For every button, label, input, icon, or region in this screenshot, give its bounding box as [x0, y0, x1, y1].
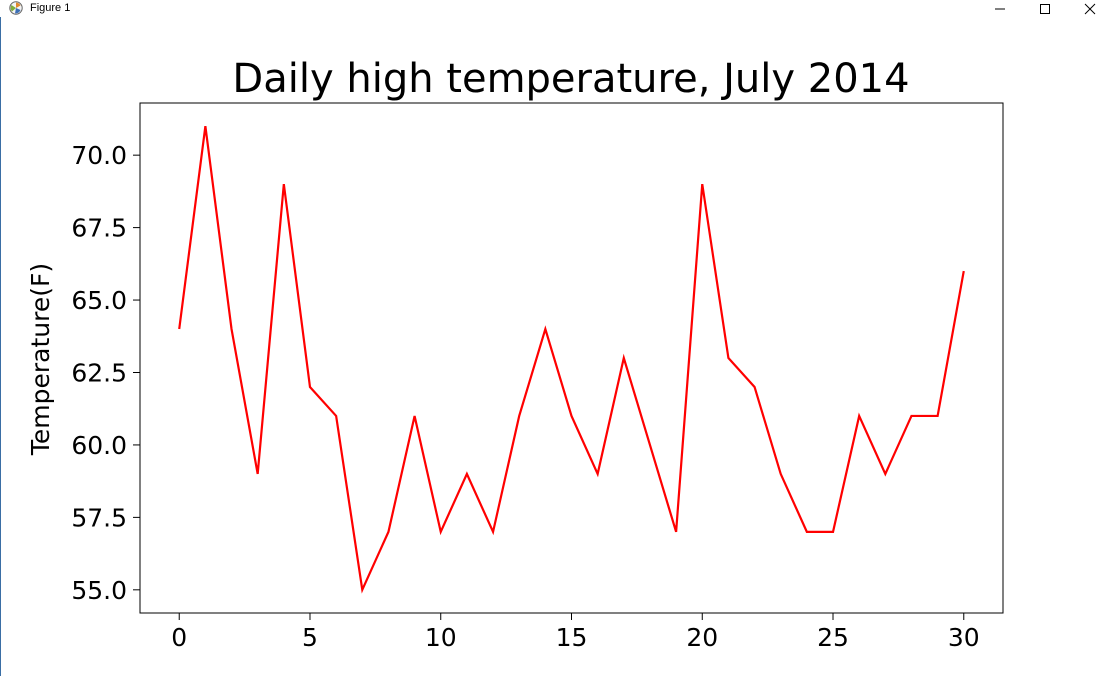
- series-line-0: [178, 126, 965, 594]
- close-button[interactable]: [1070, 0, 1101, 17]
- x-tick-label: 5: [302, 623, 318, 652]
- matplotlib-icon: [9, 1, 23, 15]
- x-tick-label: 30: [948, 623, 980, 652]
- y-tick-label: 65.0: [71, 286, 127, 315]
- window-title: Figure 1: [30, 2, 71, 14]
- x-tick-label: 25: [817, 623, 849, 652]
- x-tick-label: 20: [686, 623, 718, 652]
- y-tick-label: 60.0: [71, 431, 127, 460]
- close-icon: [1084, 3, 1096, 14]
- plot-area: 0 5 10 15 20 25 30 55.0 57.5 60.0 62.5 65.0 67.5 70.0: [71, 102, 1004, 652]
- y-axis-label: Temperature(F): [26, 263, 55, 456]
- minimize-icon: [995, 8, 1005, 9]
- x-tick-label: 10: [425, 623, 457, 652]
- y-tick-label: 70.0: [71, 141, 127, 170]
- maximize-icon: [1040, 3, 1050, 14]
- y-tick-label: 62.5: [71, 358, 127, 387]
- chart-title: Daily high temperature, July 2014: [232, 56, 909, 102]
- y-tick-label: 55.0: [71, 576, 127, 605]
- window-titlebar[interactable]: Figure 1: [0, 0, 1101, 17]
- plot-frame: [139, 102, 1004, 614]
- y-tick-label: 57.5: [71, 503, 127, 532]
- x-tick-label: 0: [171, 623, 187, 652]
- maximize-button[interactable]: [1025, 0, 1065, 17]
- minimize-button[interactable]: [980, 0, 1020, 17]
- y-tick-label: 67.5: [71, 214, 127, 243]
- x-tick-label: 15: [556, 623, 588, 652]
- window-left-border: [0, 0, 1, 676]
